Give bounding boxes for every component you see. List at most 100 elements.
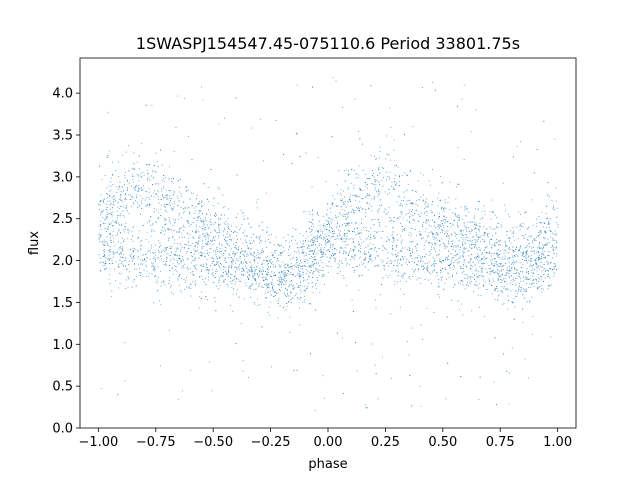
data-point [474, 239, 476, 240]
data-point [507, 295, 509, 297]
data-point [109, 263, 111, 265]
data-point [345, 225, 346, 227]
data-point [225, 220, 227, 222]
data-point [540, 291, 542, 293]
data-point [402, 256, 403, 258]
data-point [222, 207, 224, 209]
data-point [334, 238, 336, 240]
data-point [227, 218, 229, 220]
data-point [410, 171, 412, 172]
data-point [164, 210, 166, 211]
data-point [119, 181, 121, 183]
data-point [117, 265, 119, 267]
data-point [341, 224, 343, 226]
data-point [547, 273, 549, 275]
data-point [519, 282, 521, 284]
data-point [411, 227, 413, 229]
data-point [299, 324, 301, 326]
data-point [515, 261, 517, 263]
data-point [146, 204, 148, 206]
data-point [482, 238, 483, 240]
data-point [288, 248, 289, 250]
data-point [161, 190, 163, 192]
data-point [170, 258, 172, 260]
data-point [502, 303, 504, 305]
data-point [394, 281, 396, 282]
data-point [256, 273, 258, 274]
data-point [411, 203, 413, 205]
data-point [404, 273, 406, 275]
data-point [164, 220, 166, 222]
data-point [355, 207, 357, 208]
data-point [158, 191, 160, 193]
data-point [331, 202, 333, 204]
data-point [358, 241, 359, 243]
data-point [474, 224, 476, 226]
data-point [306, 286, 308, 287]
data-point [174, 265, 176, 267]
data-point [325, 264, 327, 266]
data-point [272, 266, 274, 268]
data-point [308, 275, 310, 277]
data-point [200, 275, 202, 277]
data-point [191, 262, 193, 264]
data-point [292, 285, 294, 287]
data-point [178, 229, 180, 231]
data-point [119, 259, 121, 261]
data-point [416, 250, 418, 252]
data-point [184, 226, 186, 228]
data-point [296, 297, 298, 299]
data-point [493, 228, 495, 230]
data-point [352, 267, 354, 268]
data-point [477, 209, 479, 211]
data-point [149, 179, 151, 181]
data-point [265, 278, 267, 280]
data-point [395, 174, 397, 176]
data-point [462, 272, 464, 274]
data-point [507, 257, 509, 259]
data-point [118, 224, 120, 226]
data-point [196, 246, 198, 248]
data-point [234, 283, 236, 285]
data-point [169, 219, 171, 221]
data-point [375, 158, 377, 160]
data-point [407, 249, 408, 250]
data-point [500, 282, 502, 283]
data-point [218, 225, 219, 226]
data-point [257, 275, 259, 277]
data-point [122, 237, 123, 239]
data-point [411, 258, 413, 260]
data-point [129, 199, 131, 200]
data-point [356, 266, 358, 267]
data-point [218, 277, 220, 279]
data-point [252, 282, 254, 284]
data-point [522, 254, 523, 256]
data-point [504, 281, 506, 283]
data-point [304, 289, 306, 291]
data-point [233, 255, 235, 257]
data-point [488, 252, 490, 254]
data-point [160, 199, 162, 201]
data-point [481, 276, 483, 278]
data-point [320, 259, 322, 261]
data-point [506, 234, 508, 236]
data-point [183, 267, 185, 269]
data-point [102, 240, 104, 242]
data-point [112, 237, 114, 239]
data-point [528, 236, 530, 238]
data-point [294, 276, 296, 277]
data-point [488, 233, 490, 235]
data-point [146, 257, 148, 259]
data-point [107, 229, 109, 230]
data-point [310, 353, 312, 355]
data-point [512, 302, 514, 304]
data-point [143, 185, 144, 187]
data-point [168, 254, 170, 256]
data-point [206, 232, 208, 234]
data-point [540, 229, 542, 231]
data-point [448, 255, 449, 257]
data-point [553, 239, 555, 241]
data-point [293, 265, 295, 267]
data-point [100, 211, 102, 213]
data-point [396, 201, 398, 203]
